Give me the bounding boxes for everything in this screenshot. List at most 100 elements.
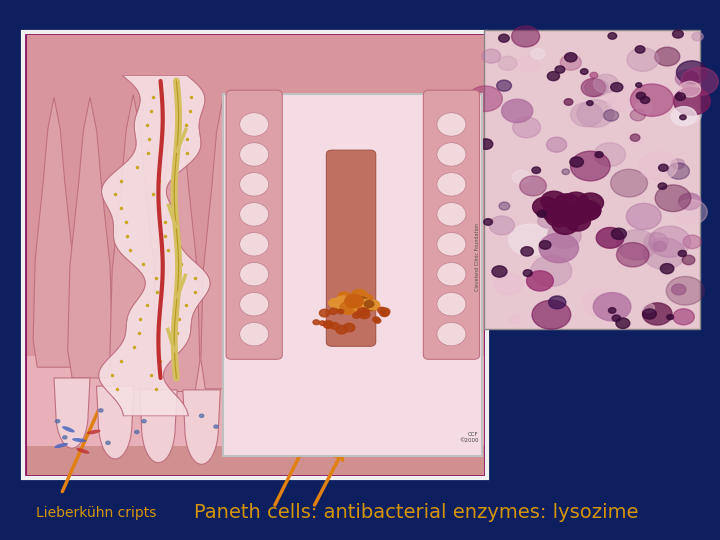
Circle shape xyxy=(636,92,646,99)
Circle shape xyxy=(682,255,695,265)
Circle shape xyxy=(611,228,626,239)
Circle shape xyxy=(642,303,672,325)
Circle shape xyxy=(337,302,351,313)
Circle shape xyxy=(667,314,674,320)
Polygon shape xyxy=(245,100,288,378)
Ellipse shape xyxy=(437,202,466,226)
Circle shape xyxy=(654,47,680,66)
Text: Paneth cells: antibacterial enzymes: lysozime: Paneth cells: antibacterial enzymes: lys… xyxy=(194,503,639,523)
Circle shape xyxy=(658,183,667,190)
FancyBboxPatch shape xyxy=(27,35,484,356)
Circle shape xyxy=(672,30,683,38)
Circle shape xyxy=(357,300,372,311)
FancyBboxPatch shape xyxy=(226,90,282,359)
Ellipse shape xyxy=(437,262,466,286)
Circle shape xyxy=(630,134,640,141)
Circle shape xyxy=(362,295,373,303)
Circle shape xyxy=(616,230,657,260)
Circle shape xyxy=(498,56,517,70)
Circle shape xyxy=(502,99,533,123)
Circle shape xyxy=(343,323,355,332)
Circle shape xyxy=(380,309,389,316)
Ellipse shape xyxy=(240,262,269,286)
Circle shape xyxy=(367,300,379,310)
Ellipse shape xyxy=(240,322,269,346)
Circle shape xyxy=(587,100,593,105)
Circle shape xyxy=(577,100,613,127)
Circle shape xyxy=(341,302,354,311)
Circle shape xyxy=(329,299,341,307)
Circle shape xyxy=(199,414,204,417)
Circle shape xyxy=(546,137,567,152)
Polygon shape xyxy=(96,386,134,459)
Circle shape xyxy=(226,392,235,398)
Circle shape xyxy=(523,269,532,276)
Circle shape xyxy=(355,302,369,312)
Text: Lieberkühn cripts: Lieberkühn cripts xyxy=(36,506,156,520)
FancyBboxPatch shape xyxy=(23,32,487,478)
Circle shape xyxy=(366,301,379,310)
Circle shape xyxy=(532,167,541,173)
Ellipse shape xyxy=(437,143,466,166)
Circle shape xyxy=(539,233,579,263)
Circle shape xyxy=(359,310,370,319)
Circle shape xyxy=(659,164,668,171)
Circle shape xyxy=(644,233,668,251)
Circle shape xyxy=(546,207,572,227)
Ellipse shape xyxy=(437,173,466,196)
Circle shape xyxy=(666,276,704,305)
Circle shape xyxy=(499,34,509,42)
Circle shape xyxy=(313,320,320,325)
Circle shape xyxy=(548,223,581,248)
Ellipse shape xyxy=(240,293,269,316)
Circle shape xyxy=(608,98,616,104)
Circle shape xyxy=(626,204,661,230)
FancyBboxPatch shape xyxy=(326,150,376,346)
Circle shape xyxy=(582,289,619,316)
Circle shape xyxy=(364,301,374,308)
Ellipse shape xyxy=(55,443,68,448)
Circle shape xyxy=(570,157,583,167)
Circle shape xyxy=(566,205,592,224)
Circle shape xyxy=(678,106,701,123)
Circle shape xyxy=(338,309,343,314)
Ellipse shape xyxy=(86,430,101,434)
Ellipse shape xyxy=(437,113,466,136)
Circle shape xyxy=(580,69,588,75)
Circle shape xyxy=(594,143,626,166)
Circle shape xyxy=(680,82,701,97)
Circle shape xyxy=(660,264,674,274)
Circle shape xyxy=(631,84,674,116)
Circle shape xyxy=(543,203,569,222)
Circle shape xyxy=(593,75,618,93)
Circle shape xyxy=(482,49,500,63)
Circle shape xyxy=(341,298,354,308)
Circle shape xyxy=(640,97,649,104)
Ellipse shape xyxy=(240,202,269,226)
Circle shape xyxy=(489,216,515,235)
Circle shape xyxy=(373,317,379,322)
Circle shape xyxy=(611,169,647,197)
Polygon shape xyxy=(140,390,177,463)
Circle shape xyxy=(531,49,545,59)
Polygon shape xyxy=(99,76,210,416)
Circle shape xyxy=(494,273,523,295)
Circle shape xyxy=(484,219,492,225)
Circle shape xyxy=(479,139,492,150)
Circle shape xyxy=(338,302,351,313)
Circle shape xyxy=(680,115,686,120)
Circle shape xyxy=(616,242,649,267)
Circle shape xyxy=(575,201,600,220)
Circle shape xyxy=(334,296,352,309)
Circle shape xyxy=(547,72,559,80)
Circle shape xyxy=(232,388,240,395)
Circle shape xyxy=(325,322,332,328)
Circle shape xyxy=(378,307,386,314)
Circle shape xyxy=(683,72,698,83)
Circle shape xyxy=(340,301,357,314)
Circle shape xyxy=(538,214,557,228)
Circle shape xyxy=(563,192,589,212)
Circle shape xyxy=(338,299,351,308)
Circle shape xyxy=(338,292,350,301)
Circle shape xyxy=(655,185,690,212)
